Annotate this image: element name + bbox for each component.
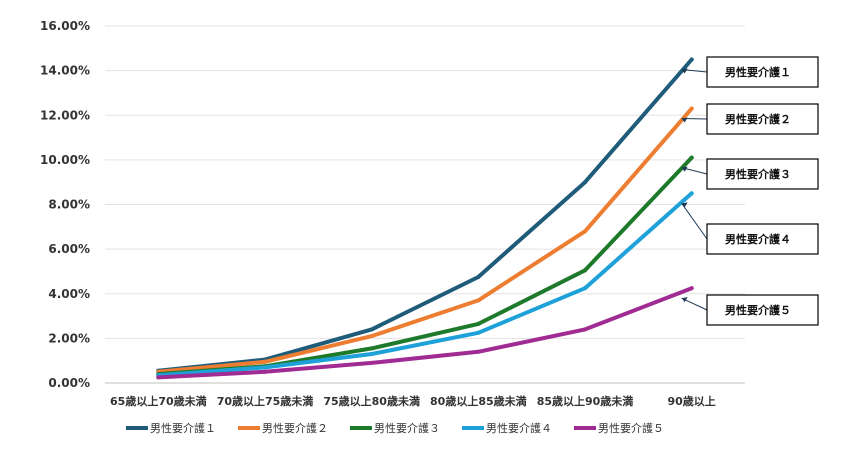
y-tick-label: 14.00% (40, 64, 90, 78)
data-point (583, 180, 587, 185)
data-point (689, 191, 694, 196)
series-line-4 (156, 191, 694, 378)
callout-label: 男性要介護２ (725, 112, 791, 126)
x-axis-ticks: 65歳以上70歳未満 70歳以上75歳未満 75歳以上80歳未満 80歳以上85歳未満… (110, 394, 716, 408)
y-tick-label: 16.00% (40, 19, 90, 33)
data-point (156, 375, 161, 380)
series-callouts: 男性要介護１ 男性要介護２ 男性要介護３ 男性要介護４ 男性要介護５ (681, 56, 819, 326)
legend-item-2: 男性要介護２ (238, 421, 328, 435)
legend-item-4: 男性要介護４ (462, 421, 552, 435)
callout-label: 男性要介護１ (725, 65, 791, 79)
data-point (476, 321, 481, 326)
callout-arrowhead (681, 117, 688, 123)
y-tick-label: 8.00% (48, 198, 90, 212)
data-point (583, 327, 587, 332)
callout-2: 男性要介護２ (681, 103, 819, 135)
callout-box (706, 56, 819, 88)
callout-label: 男性要介護４ (725, 232, 791, 246)
data-point (689, 106, 694, 111)
callout-box (706, 294, 819, 326)
x-tick-label: 80歳以上85歳未満 (430, 394, 527, 408)
x-tick-label: 75歳以上80歳未満 (323, 394, 420, 408)
data-point (263, 365, 267, 370)
series-lines (156, 57, 694, 380)
callout-arrowhead (681, 202, 688, 208)
series-line-5 (156, 286, 694, 380)
callout-arrowhead (681, 166, 688, 172)
data-point (583, 229, 587, 234)
legend-label: 男性要介護３ (374, 421, 440, 435)
callout-arrowhead (681, 68, 688, 74)
callout-arrowhead (681, 297, 688, 303)
x-tick-label: 90歳以上 (668, 394, 716, 408)
data-point (689, 57, 694, 62)
y-tick-label: 10.00% (40, 153, 90, 167)
legend-item-1: 男性要介護１ (126, 421, 216, 435)
series-line-1 (156, 57, 694, 373)
data-point (689, 155, 694, 160)
callout-label: 男性要介護５ (725, 303, 791, 317)
y-tick-label: 0.00% (48, 376, 90, 390)
legend-label: 男性要介護５ (598, 421, 664, 435)
data-point (263, 369, 267, 374)
data-point (476, 330, 481, 335)
data-point (583, 268, 587, 273)
y-tick-label: 6.00% (48, 242, 90, 256)
legend: 男性要介護１ 男性要介護２ 男性要介護３ 男性要介護４ 男性要介護５ (126, 421, 664, 435)
callout-5: 男性要介護５ (681, 294, 819, 326)
data-point (369, 360, 374, 365)
callout-pointer (681, 297, 708, 311)
legend-label: 男性要介護４ (486, 421, 552, 435)
legend-label: 男性要介護１ (150, 421, 216, 435)
legend-label: 男性要介護２ (262, 421, 328, 435)
data-point (369, 351, 374, 356)
x-tick-label: 65歳以上70歳未満 (110, 394, 207, 408)
data-point (689, 286, 694, 291)
y-tick-label: 4.00% (48, 287, 90, 301)
data-point (369, 334, 374, 339)
callout-3: 男性要介護３ (681, 158, 819, 190)
callout-box (706, 103, 819, 135)
series-line-2 (156, 106, 694, 374)
callout-box (706, 158, 819, 190)
legend-item-3: 男性要介護３ (350, 421, 440, 435)
gridlines (105, 25, 745, 384)
callout-label: 男性要介護３ (725, 167, 791, 181)
callout-1: 男性要介護１ (681, 56, 819, 88)
data-point (476, 298, 481, 303)
data-point (263, 359, 267, 364)
callout-4: 男性要介護４ (681, 202, 819, 255)
y-axis-ticks: 0.00% 2.00% 4.00% 6.00% 8.00% 10.00% 12.00% 14.… (40, 19, 90, 390)
data-point (476, 275, 481, 280)
data-point (369, 327, 374, 332)
data-point (369, 346, 374, 351)
x-tick-label: 85歳以上90歳未満 (537, 394, 634, 408)
data-point (476, 349, 481, 354)
x-tick-label: 70歳以上75歳未満 (217, 394, 314, 408)
legend-item-5: 男性要介護５ (574, 421, 664, 435)
y-tick-label: 12.00% (40, 108, 90, 122)
y-tick-label: 2.00% (48, 331, 90, 345)
callout-pointer (681, 203, 708, 240)
data-point (583, 286, 587, 291)
callout-box (706, 223, 819, 255)
